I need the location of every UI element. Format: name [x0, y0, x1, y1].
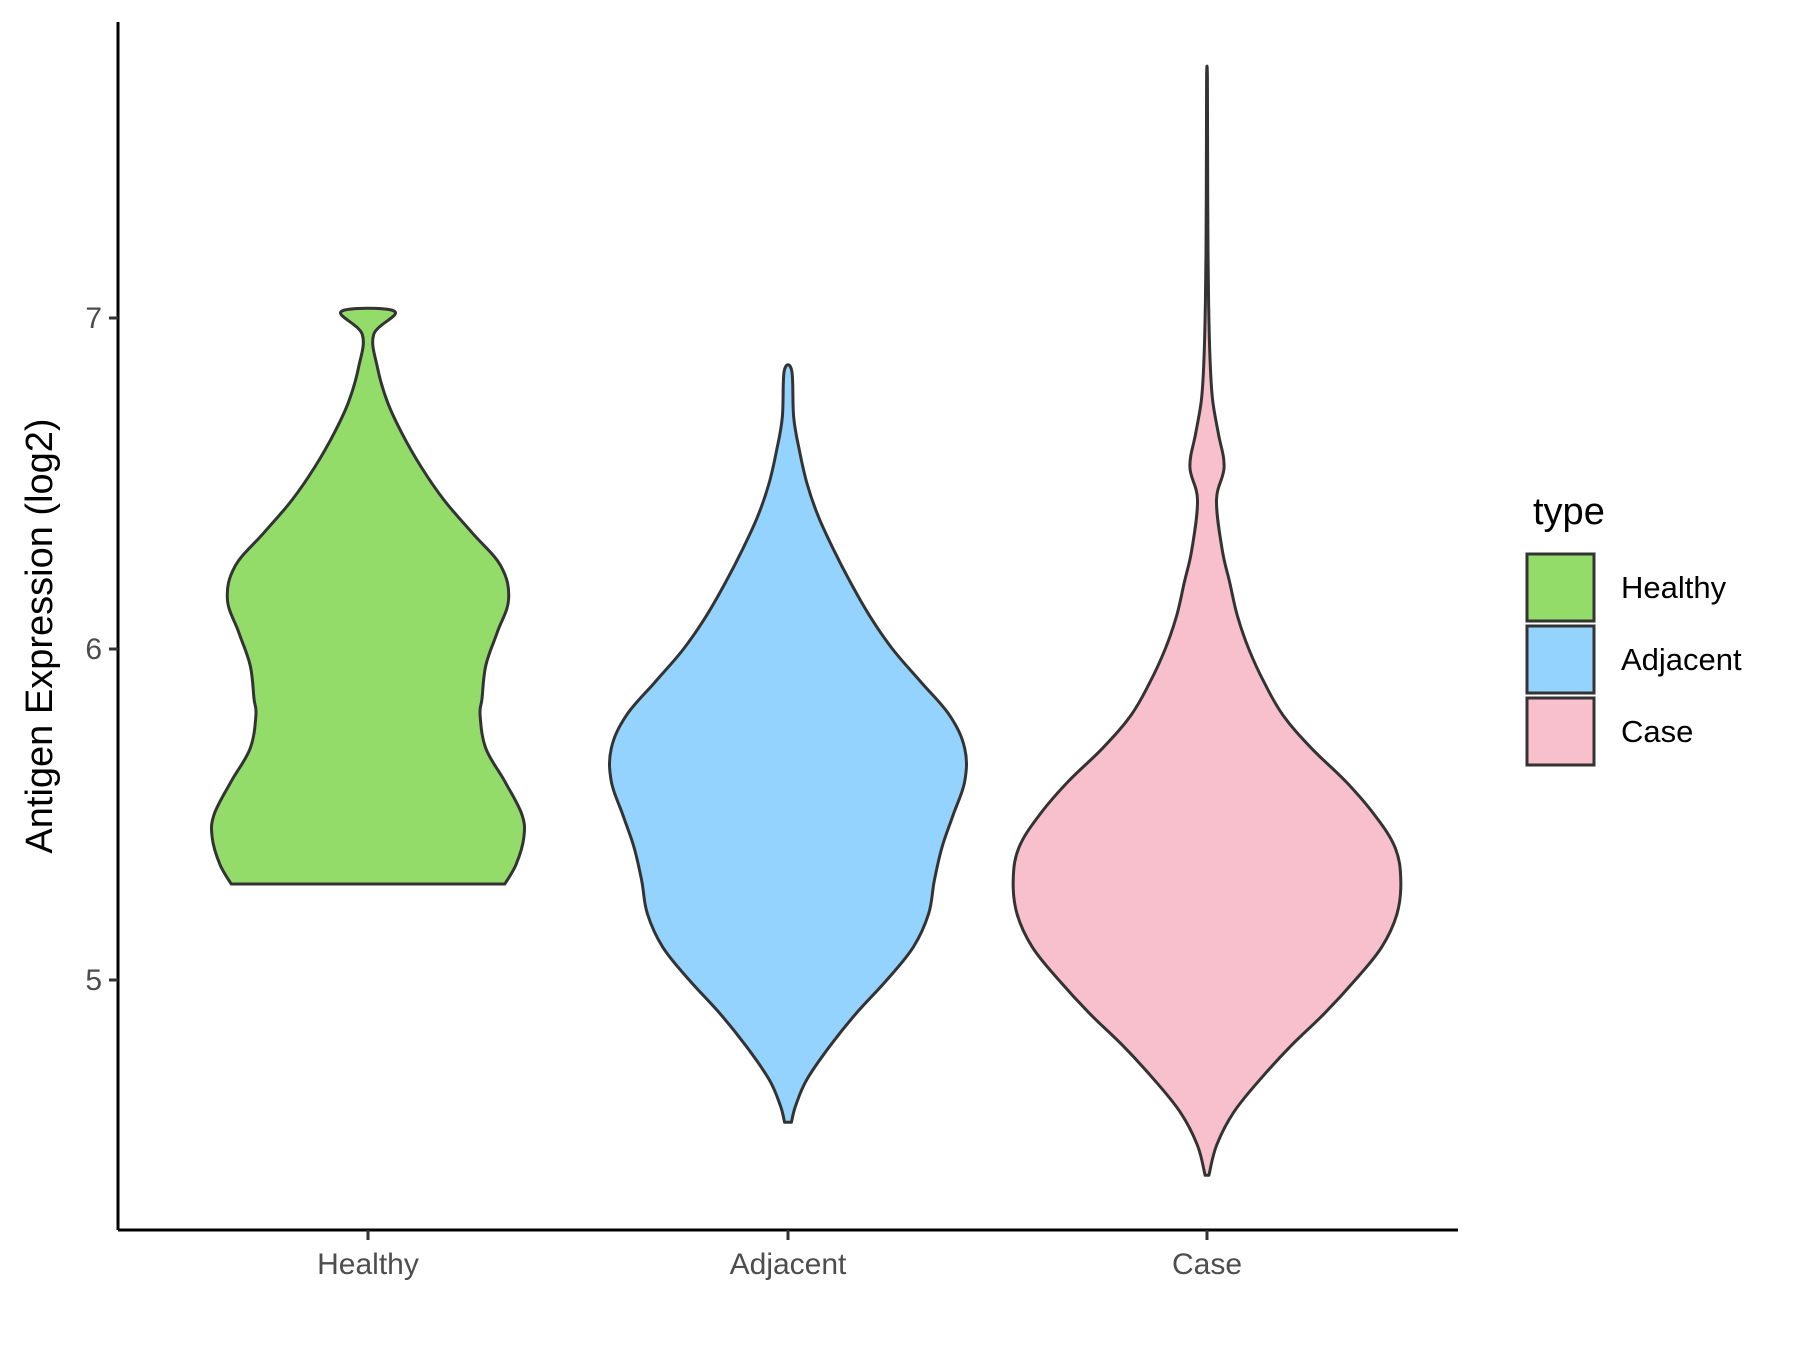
legend-label-healthy: Healthy	[1621, 570, 1727, 605]
legend: Healthy Adjacent Case	[1525, 552, 1742, 767]
legend-key-case	[1525, 696, 1596, 767]
x-tick-label: Healthy	[317, 1248, 419, 1281]
x-tick-label: Adjacent	[730, 1248, 847, 1281]
y-tick-label: 5	[85, 964, 102, 997]
violin-healthy	[209, 306, 527, 886]
violin-adjacent	[608, 363, 968, 1124]
legend-label-adjacent: Adjacent	[1621, 642, 1742, 677]
legend-key-healthy	[1525, 552, 1596, 623]
y-tick-label: 6	[85, 633, 102, 666]
axes-layer: 5 6 7 Healthy Adjacent Case	[85, 22, 1458, 1281]
y-axis-title: Antigen Expression (log2)	[19, 418, 61, 853]
x-tick-label: Case	[1172, 1248, 1242, 1281]
legend-title: type	[1533, 491, 1605, 533]
violins-layer	[209, 64, 1403, 1177]
violin-case	[1011, 64, 1403, 1177]
y-tick-label: 7	[85, 302, 102, 335]
legend-label-case: Case	[1621, 714, 1693, 749]
legend-key-adjacent	[1525, 624, 1596, 695]
